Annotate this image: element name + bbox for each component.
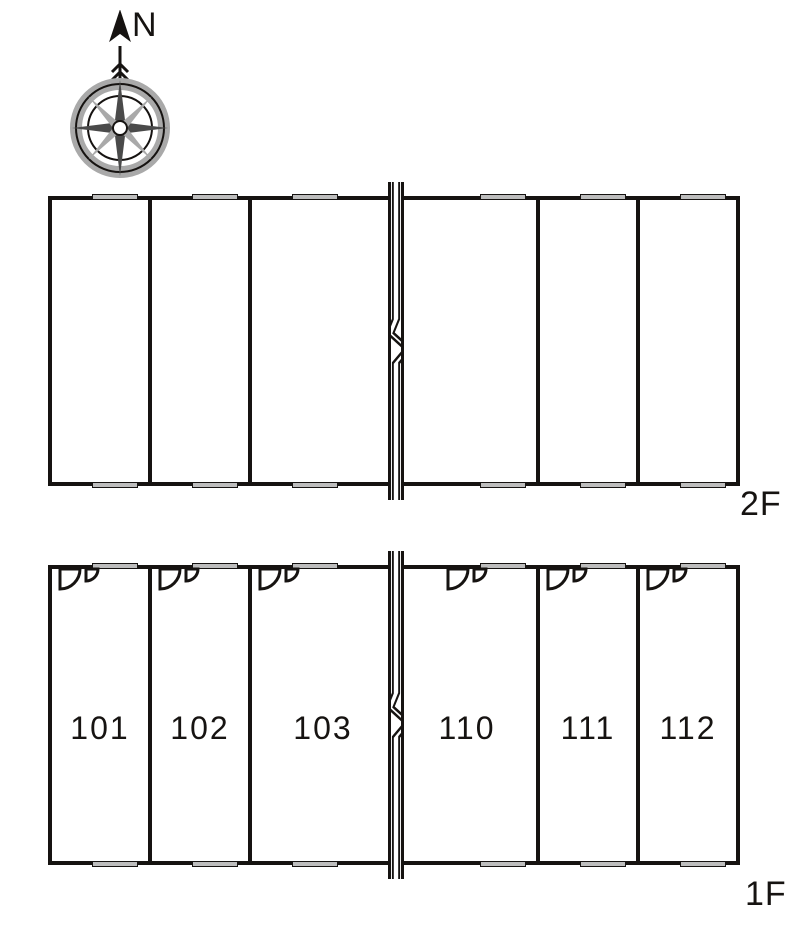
unit: 102 — [148, 565, 252, 865]
unit: 103 — [248, 565, 398, 865]
unit — [536, 196, 640, 486]
unit — [636, 196, 740, 486]
door-notch — [292, 194, 338, 200]
door-notch — [480, 482, 526, 488]
door-notch — [292, 482, 338, 488]
door-swing-icon — [56, 567, 106, 593]
unit-label: 112 — [636, 710, 740, 747]
unit — [148, 196, 252, 486]
unit: 111 — [536, 565, 640, 865]
unit: 110 — [394, 565, 540, 865]
unit-label: 101 — [48, 710, 152, 747]
floorplan-canvas: N — [0, 0, 800, 940]
door-notch — [192, 194, 238, 200]
door-notch — [580, 482, 626, 488]
door-notch — [192, 861, 238, 867]
unit-outline — [248, 196, 398, 486]
door-notch — [580, 861, 626, 867]
door-swing-icon — [256, 567, 306, 593]
unit-label: 103 — [248, 710, 398, 747]
unit-outline — [636, 196, 740, 486]
unit-outline — [48, 196, 152, 486]
door-notch — [92, 194, 138, 200]
door-notch — [192, 482, 238, 488]
section-break — [388, 551, 404, 879]
door-notch — [680, 861, 726, 867]
compass-rose: N — [40, 10, 200, 190]
unit-label: 102 — [148, 710, 252, 747]
floor-label: 1F — [745, 875, 787, 914]
unit-outline — [536, 196, 640, 486]
unit: 101 — [48, 565, 152, 865]
door-swing-icon — [444, 567, 494, 593]
door-notch — [680, 194, 726, 200]
unit — [394, 196, 540, 486]
door-swing-icon — [644, 567, 694, 593]
door-notch — [292, 861, 338, 867]
unit — [248, 196, 398, 486]
door-notch — [92, 482, 138, 488]
unit-label: 111 — [536, 710, 640, 747]
unit-outline — [148, 196, 252, 486]
section-break — [388, 182, 404, 500]
door-swing-icon — [544, 567, 594, 593]
door-notch — [480, 861, 526, 867]
door-notch — [580, 194, 626, 200]
floor-label: 2F — [740, 485, 782, 524]
door-notch — [480, 194, 526, 200]
door-swing-icon — [156, 567, 206, 593]
unit — [48, 196, 152, 486]
door-notch — [92, 861, 138, 867]
unit-outline — [394, 196, 540, 486]
door-notch — [680, 482, 726, 488]
unit: 112 — [636, 565, 740, 865]
unit-label: 110 — [394, 710, 540, 747]
compass-n-label: N — [132, 10, 157, 44]
